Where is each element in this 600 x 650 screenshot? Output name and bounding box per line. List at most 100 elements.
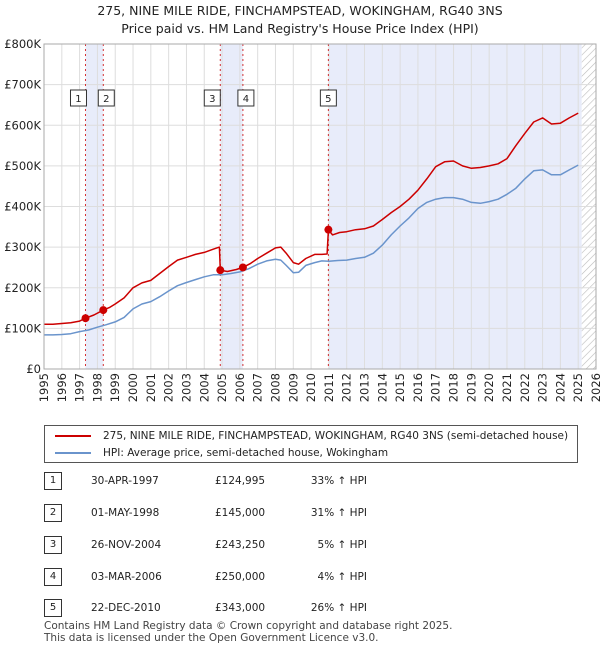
sale-price: £124,995	[215, 475, 266, 487]
sale-number-box: 2	[97, 89, 115, 107]
x-tick-label: 2006	[233, 373, 247, 402]
legend-swatch-property	[55, 435, 91, 437]
sale-point	[216, 266, 225, 275]
sale-date: 03-MAR-2006	[91, 571, 162, 583]
x-tick-label: 2001	[144, 373, 158, 402]
x-tick-label: 1998	[90, 373, 104, 402]
x-tick-label: 2009	[286, 373, 300, 402]
x-tick-label: 2002	[162, 373, 176, 402]
chart-title-line1: 275, NINE MILE RIDE, FINCHAMPSTEAD, WOKI…	[97, 3, 503, 18]
legend-item-property: 275, NINE MILE RIDE, FINCHAMPSTEAD, WOKI…	[55, 428, 568, 444]
sale-date: 26-NOV-2004	[91, 539, 162, 551]
sale-point	[324, 225, 333, 234]
price-chart: 1 2 3 4 5 £0 £100K £200K £300K £400K £500K £600K £7…	[4, 37, 600, 402]
sale-number-box: 4	[237, 89, 255, 107]
y-tick-label: £200K	[4, 281, 41, 295]
x-tick-label: 2021	[500, 373, 514, 402]
footer: Contains HM Land Registry data © Crown c…	[44, 620, 452, 644]
sale-number-box: 3	[203, 89, 221, 107]
table-row: 3 26-NOV-2004 £243,250 5% ↑ HPI	[44, 536, 464, 556]
hpi-line	[44, 164, 579, 336]
sale-date: 30-APR-1997	[91, 475, 159, 487]
sale-point	[238, 263, 247, 272]
sale-number-label: 3	[209, 94, 215, 105]
sale-number-frame	[69, 89, 87, 107]
x-tick-label: 2020	[482, 373, 496, 402]
x-tick-label: 2014	[375, 373, 389, 402]
sale-hpi-change: 26% ↑ HPI	[310, 602, 367, 614]
sale-number-label: 4	[243, 94, 249, 105]
sale-number-badge: 4	[44, 568, 62, 586]
x-tick-label: 1995	[37, 373, 51, 402]
x-tick-label: 2023	[536, 373, 550, 402]
x-tick-label: 2026	[589, 373, 600, 402]
footer-licence: This data is licensed under the Open Gov…	[44, 632, 379, 644]
y-tick-label: £500K	[4, 159, 41, 173]
sale-date: 01-MAY-1998	[91, 507, 160, 519]
gridlines	[43, 43, 597, 370]
x-tick-label: 2004	[197, 373, 211, 402]
sale-number-badge: 1	[44, 472, 62, 490]
x-tick-label: 2013	[358, 373, 372, 402]
sale-number-frame	[97, 89, 115, 107]
y-tick-label: £100K	[4, 321, 41, 335]
sale-number-badge: 3	[44, 536, 62, 554]
sale-price: £250,000	[215, 571, 266, 583]
x-tick-label: 2025	[571, 373, 585, 402]
x-tick-label: 2019	[464, 373, 478, 402]
x-tick-label: 2007	[251, 373, 265, 402]
y-tick-label: £400K	[4, 200, 41, 214]
table-row: 5 22-DEC-2010 £343,000 26% ↑ HPI	[44, 599, 464, 619]
x-tick-label: 1997	[73, 373, 87, 402]
x-tick-label: 2005	[215, 373, 229, 402]
sale-hpi-change: 33% ↑ HPI	[310, 475, 367, 487]
sale-number-frame	[203, 89, 221, 107]
y-tick-label: £0	[26, 362, 41, 376]
x-tick-label: 2017	[429, 373, 443, 402]
sale-number-label: 2	[103, 94, 109, 105]
legend-label-property: 275, NINE MILE RIDE, FINCHAMPSTEAD, WOKI…	[103, 430, 569, 442]
table-row: 1 30-APR-1997 £124,995 33% ↑ HPI	[44, 472, 464, 492]
legend-item-hpi: HPI: Average price, semi-detached house,…	[55, 445, 388, 461]
property-price-line	[44, 112, 579, 326]
x-tick-label: 2010	[304, 373, 318, 402]
x-tick-label: 2015	[393, 373, 407, 402]
y-tick-label: £800K	[4, 37, 41, 51]
sale-number-frame	[319, 89, 337, 107]
footer-copyright: Contains HM Land Registry data © Crown c…	[44, 620, 453, 632]
sale-hpi-change: 5% ↑ HPI	[317, 539, 367, 551]
sale-number-badge: 5	[44, 599, 62, 617]
chart-title: 275, NINE MILE RIDE, FINCHAMPSTEAD, WOKI…	[0, 2, 600, 38]
sale-number-frame	[237, 89, 255, 107]
sale-number-box: 5	[319, 89, 337, 107]
x-tick-label: 2012	[340, 373, 354, 402]
chart-series	[44, 112, 579, 336]
x-tick-label: 2003	[179, 373, 193, 402]
chart-subtitle: Price paid vs. HM Land Registry's House …	[121, 21, 479, 36]
sale-points	[81, 225, 333, 323]
y-tick-label: £300K	[4, 240, 41, 254]
y-tick-label: £700K	[4, 78, 41, 92]
sale-point	[81, 314, 90, 323]
x-tick-label: 2016	[411, 373, 425, 402]
x-tick-label: 2000	[126, 373, 140, 402]
sale-number-box: 1	[69, 89, 87, 107]
y-tick-label: £600K	[4, 118, 41, 132]
x-tick-label: 2024	[553, 373, 567, 402]
legend-label-hpi: HPI: Average price, semi-detached house,…	[103, 447, 389, 459]
sale-point	[99, 306, 108, 315]
sale-price: £343,000	[215, 602, 266, 614]
x-tick-label: 2011	[322, 373, 336, 402]
sale-hpi-change: 31% ↑ HPI	[310, 507, 367, 519]
legend-swatch-hpi	[55, 452, 91, 454]
sale-number-label: 5	[325, 94, 331, 105]
table-row: 4 03-MAR-2006 £250,000 4% ↑ HPI	[44, 568, 464, 588]
x-tick-label: 2008	[268, 373, 282, 402]
sale-number-label: 1	[75, 94, 81, 105]
plot-frame	[43, 43, 597, 370]
sale-number-boxes: 1 2 3 4 5	[69, 89, 337, 107]
axes: £0 £100K £200K £300K £400K £500K £600K £700K £80…	[4, 37, 600, 402]
sale-price: £243,250	[215, 539, 266, 551]
sale-hpi-change: 4% ↑ HPI	[317, 571, 367, 583]
x-tick-label: 2018	[447, 373, 461, 402]
